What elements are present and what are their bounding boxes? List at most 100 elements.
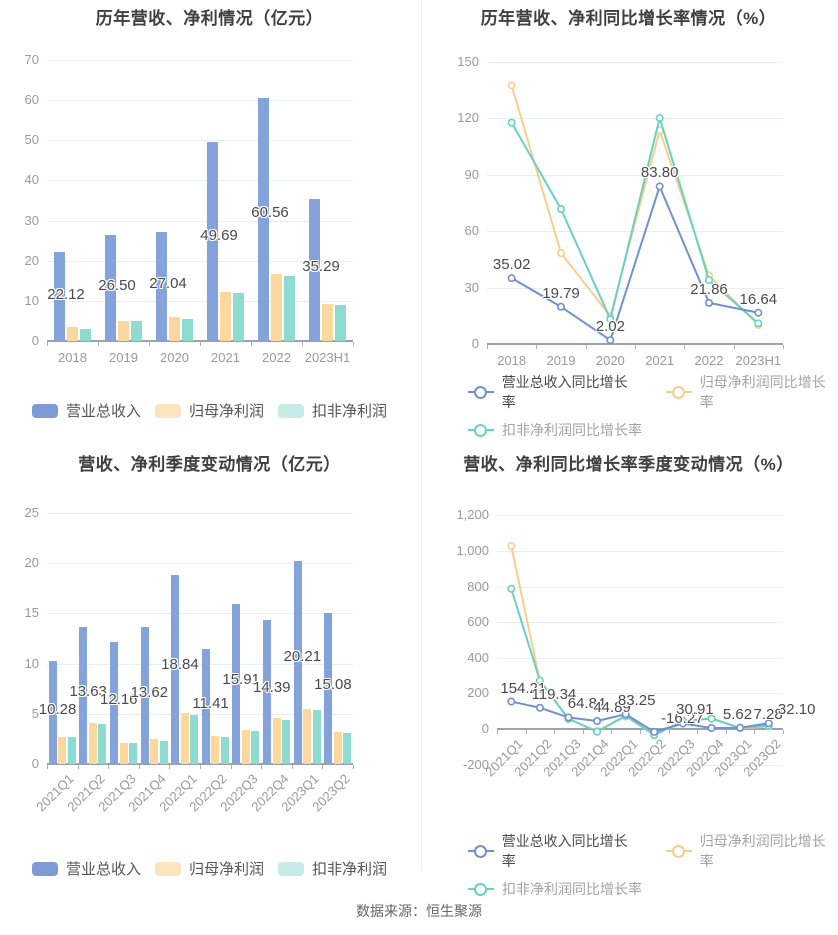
value-label: 10.28 — [38, 701, 77, 719]
legend-item-net[interactable]: 归母净利润 — [154, 858, 264, 879]
bar-revenue — [263, 619, 271, 764]
legend-item-revenue[interactable]: 营业总收入同比增长率 — [468, 831, 640, 871]
value-label: 119.34 — [531, 685, 577, 703]
gridline — [47, 563, 353, 565]
legend-item-nongaap[interactable]: 扣非净利润同比增长率 — [468, 879, 642, 899]
legend-line-icon — [468, 882, 494, 896]
gridline — [47, 663, 353, 665]
value-label: 32.10 — [777, 701, 816, 719]
x-axis-tick — [582, 730, 584, 734]
legend: 营业总收入 归母净利润 扣非净利润 — [0, 858, 419, 879]
gridline — [47, 100, 353, 102]
legend-item-revenue[interactable]: 营业总收入 — [31, 400, 141, 421]
gridline — [47, 180, 353, 182]
legend-line-icon — [468, 423, 494, 437]
value-label: 16.64 — [739, 290, 778, 308]
bar-net — [220, 291, 231, 341]
legend-item-nongaap[interactable]: 扣非净利润 — [278, 400, 387, 421]
x-axis-category-label: 2022 — [262, 350, 291, 365]
x-axis-tick — [684, 345, 686, 349]
value-label: 15.08 — [314, 675, 352, 693]
legend-item-nongaap[interactable]: 扣非净利润 — [278, 858, 387, 879]
legend-label: 扣非净利润同比增长率 — [502, 881, 642, 897]
x-axis-tick — [733, 345, 735, 349]
legend-row: 扣非净利润同比增长率 — [468, 420, 838, 440]
legend-ring — [474, 844, 487, 858]
x-axis-tick — [200, 342, 201, 346]
data-point-revenue — [655, 182, 664, 191]
gridline — [47, 220, 353, 222]
data-point-revenue — [535, 703, 544, 712]
data-point-net — [655, 126, 664, 135]
gridline — [497, 586, 783, 588]
legend-row: 扣非净利润同比增长率 — [468, 879, 838, 899]
data-point-net — [704, 271, 713, 280]
quarterly-revenue-profit-chart: 营收、净利季度变动情况（亿元） 0 5 10 15 20 25 2021Q1 2021Q2 20… — [0, 430, 419, 895]
data-source: 数据来源：恒生聚源 — [356, 903, 482, 919]
x-axis-category-label: 2018 — [58, 350, 87, 365]
y-axis-tick-label: 150 — [457, 54, 479, 69]
legend-line-icon — [666, 385, 692, 399]
y-axis-tick-label: 30 — [24, 212, 39, 228]
bar-nongaap — [284, 276, 295, 341]
value-label: 13.62 — [130, 683, 169, 701]
y-axis-tick-label: 10 — [24, 292, 39, 308]
x-axis-tick — [200, 765, 201, 769]
x-axis-tick — [77, 765, 79, 769]
value-label: 18.84 — [161, 655, 199, 673]
bar-net — [180, 713, 189, 764]
bar-net — [118, 320, 129, 341]
legend-line-icon — [468, 385, 494, 399]
legend-row: 营业总收入同比增长率 归母净利润同比增长率 — [468, 372, 838, 412]
bar-revenue — [232, 604, 241, 764]
x-axis-tick — [697, 730, 699, 734]
x-axis-tick — [554, 730, 556, 734]
data-point-revenue — [507, 274, 516, 283]
annual-revenue-profit-chart: 历年营收、净利情况（亿元） 0 10 20 30 40 50 60 70 2018 2019 202… — [0, 0, 419, 430]
bar-net — [271, 274, 282, 341]
x-axis-tick — [611, 730, 613, 734]
x-axis-tick — [47, 765, 48, 769]
value-label: 83.80 — [640, 164, 679, 182]
x-axis-tick — [783, 345, 784, 349]
bar-revenue — [140, 627, 149, 764]
legend-item-net[interactable]: 归母净利润同比增长率 — [666, 831, 838, 871]
x-axis-tick — [725, 730, 727, 734]
legend: 营业总收入同比增长率 归母净利润同比增长率扣非净利润同比增长率 — [468, 372, 838, 440]
x-axis-tick — [291, 765, 293, 769]
legend-item-net[interactable]: 归母净利润 — [154, 400, 264, 421]
x-axis-tick — [230, 765, 232, 769]
x-axis-line — [47, 340, 353, 342]
legend-item-revenue[interactable]: 营业总收入 — [31, 858, 141, 879]
legend-label: 扣非净利润 — [312, 403, 388, 420]
bar-revenue — [201, 649, 210, 764]
value-label: 35.29 — [302, 257, 340, 275]
x-axis-tick — [668, 730, 670, 734]
legend-item-nongaap[interactable]: 扣非净利润同比增长率 — [468, 420, 642, 440]
y-axis-tick-label: 60 — [464, 223, 479, 239]
bar-net — [272, 717, 281, 764]
y-axis-tick-label: 0 — [31, 333, 39, 348]
legend-swatch-icon — [154, 861, 181, 876]
value-label: 30.91 — [676, 701, 714, 719]
data-point-revenue — [704, 298, 713, 307]
y-axis-tick-label: 600 — [467, 614, 489, 630]
data-point-net — [754, 321, 763, 330]
x-axis-tick — [169, 765, 171, 769]
x-axis-tick — [149, 342, 150, 346]
x-axis-tick — [353, 765, 354, 769]
value-label: 35.02 — [492, 256, 531, 274]
legend-swatch-icon — [31, 861, 58, 876]
bar-net — [169, 317, 180, 341]
gridline — [487, 174, 783, 176]
y-axis-tick-label: 800 — [467, 578, 489, 594]
legend-item-net[interactable]: 归母净利润同比增长率 — [666, 372, 838, 412]
y-axis-tick-label: 0 — [471, 336, 479, 351]
data-point-nongaap — [564, 714, 573, 723]
chart-title: 历年营收、净利同比增长率情况（%） — [480, 9, 777, 28]
bar-revenue — [48, 660, 57, 764]
legend-item-revenue[interactable]: 营业总收入同比增长率 — [468, 372, 640, 412]
legend-label: 归母净利润 — [188, 403, 264, 420]
chart-title: 历年营收、净利情况（亿元） — [95, 9, 324, 28]
bar-net — [67, 327, 78, 341]
